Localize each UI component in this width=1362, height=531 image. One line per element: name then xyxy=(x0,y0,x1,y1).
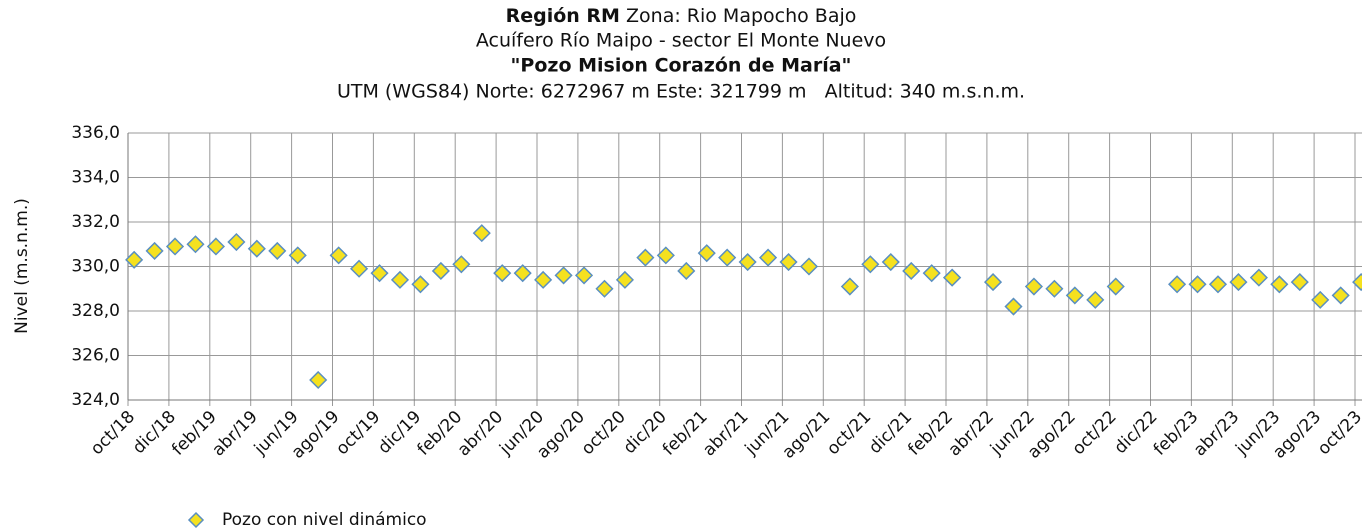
x-tick-label: oct/19 xyxy=(332,407,384,459)
point xyxy=(206,237,225,256)
point xyxy=(779,252,798,272)
point xyxy=(1208,275,1228,294)
x-tick-label: abr/23 xyxy=(1190,407,1243,460)
point xyxy=(983,273,1003,292)
point xyxy=(165,237,185,256)
well-name: "Pozo Mision Corazón de María" xyxy=(511,55,852,77)
point xyxy=(840,277,859,296)
subtitle: Acuífero Río Maipo - sector El Monte Nue… xyxy=(476,30,886,52)
x-tick-label: abr/21 xyxy=(699,407,752,460)
x-tick-label: oct/21 xyxy=(823,407,875,459)
point xyxy=(472,224,491,243)
point xyxy=(1065,286,1084,305)
point xyxy=(1229,273,1248,292)
point xyxy=(309,370,328,390)
point xyxy=(697,244,716,263)
point xyxy=(1004,297,1023,316)
location: UTM (WGS84) Norte: 6272967 m Este: 32179… xyxy=(337,81,1025,103)
point xyxy=(268,241,287,260)
legend-marker xyxy=(187,511,205,529)
point xyxy=(1331,286,1350,305)
point xyxy=(799,257,819,276)
point xyxy=(1249,268,1268,287)
point xyxy=(677,261,696,281)
point xyxy=(288,246,307,265)
point xyxy=(881,252,900,272)
point xyxy=(534,270,553,289)
point xyxy=(738,252,757,272)
point xyxy=(431,261,450,281)
point xyxy=(615,270,634,289)
x-tick-label: oct/18 xyxy=(87,407,139,459)
point xyxy=(390,270,410,289)
title: Región RM Zona: Rio Mapocho Bajo xyxy=(506,5,857,27)
y-tick-label: 330,0 xyxy=(71,257,120,277)
y-tick-label: 332,0 xyxy=(71,212,120,232)
point xyxy=(186,235,205,254)
point xyxy=(1270,275,1289,294)
point xyxy=(1352,273,1362,292)
point xyxy=(1106,277,1125,296)
point xyxy=(595,279,614,298)
y-tick-label: 334,0 xyxy=(71,168,120,188)
point xyxy=(513,264,532,283)
legend-label: Pozo con nivel dinámico xyxy=(222,510,427,530)
point xyxy=(718,248,737,267)
x-tick-label: oct/20 xyxy=(578,407,630,459)
point xyxy=(1086,290,1105,309)
y-tick-label: 336,0 xyxy=(71,123,120,143)
point xyxy=(1311,290,1330,309)
point xyxy=(227,232,246,252)
title-bold: Región RM xyxy=(506,5,620,27)
point xyxy=(493,264,512,283)
point xyxy=(922,264,941,283)
point xyxy=(861,255,880,274)
y-tick-label: 324,0 xyxy=(71,390,120,410)
x-tick-label: oct/23 xyxy=(1314,407,1362,459)
point xyxy=(145,241,164,260)
point xyxy=(411,275,430,294)
point xyxy=(1188,275,1207,294)
point xyxy=(1024,277,1043,296)
x-tick-label: abr/20 xyxy=(454,407,507,460)
point xyxy=(350,259,369,278)
point xyxy=(636,248,655,267)
point xyxy=(554,266,573,285)
point xyxy=(1168,275,1187,294)
point xyxy=(759,248,778,267)
point xyxy=(125,250,144,269)
point xyxy=(574,266,594,285)
point xyxy=(370,264,389,283)
point xyxy=(452,255,471,274)
title-rest: Zona: Rio Mapocho Bajo xyxy=(626,5,856,27)
y-axis-label: Nivel (m.s.n.m.) xyxy=(12,198,32,334)
y-tick-label: 328,0 xyxy=(71,301,120,321)
x-tick-label: oct/22 xyxy=(1068,407,1120,459)
point xyxy=(1045,279,1064,298)
x-tick-label: abr/22 xyxy=(945,407,998,460)
point xyxy=(1290,273,1309,292)
point xyxy=(329,246,348,265)
point xyxy=(902,261,921,281)
point xyxy=(656,246,675,265)
x-tick-label: abr/19 xyxy=(208,407,261,460)
point xyxy=(247,239,266,258)
point xyxy=(943,268,962,287)
y-tick-label: 326,0 xyxy=(71,346,120,366)
